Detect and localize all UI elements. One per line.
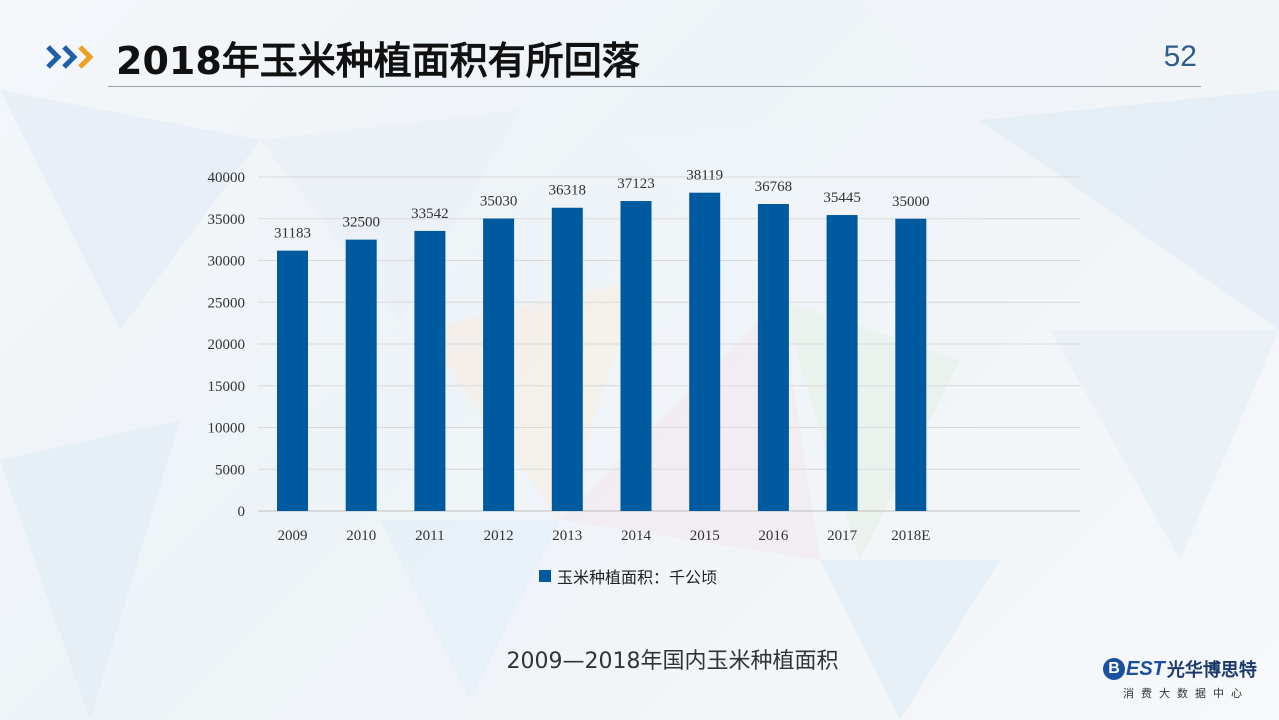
title-chevrons-icon [46,45,94,69]
y-tick-label: 40000 [208,170,246,186]
data-label: 31183 [274,226,311,242]
x-tick-label: 2012 [484,528,514,544]
y-tick-label: 20000 [208,337,246,353]
bar [689,192,721,511]
logo-circle-icon: B [1103,658,1125,680]
y-tick-label: 15000 [208,379,246,395]
data-label: 36768 [755,179,793,195]
data-label: 38119 [686,168,723,184]
bar [895,218,927,511]
data-label: 35000 [892,194,930,210]
y-tick-label: 25000 [208,295,246,311]
data-label: 35445 [823,190,861,206]
chart-legend: 玉米种植面积：千公顷 [539,564,717,588]
x-tick-label: 2018E [891,528,930,544]
bar [551,207,583,512]
bar [620,201,652,511]
page-title: 2018年玉米种植面积有所回落 [116,39,640,83]
bar [483,218,515,511]
x-tick-label: 2013 [552,528,582,544]
bar [414,230,446,511]
x-tick-label: 2011 [415,528,444,544]
data-label: 35030 [480,193,518,209]
logo-mark: B EST 光华博思特 [1103,656,1257,682]
data-label: 32500 [342,215,380,231]
chart-caption: 2009—2018年国内玉米种植面积 [506,649,839,674]
legend-label: 玉米种植面积：千公顷 [557,568,718,587]
logo-best-text: EST [1126,657,1165,680]
data-label: 36318 [549,183,587,199]
x-tick-label: 2010 [346,528,376,544]
y-tick-label: 30000 [208,254,246,270]
y-tick-label: 0 [238,504,246,520]
x-tick-label: 2009 [278,528,308,544]
y-tick-label: 10000 [208,421,246,437]
bar [345,239,377,511]
bar [757,203,789,512]
data-label: 37123 [617,176,655,192]
legend-swatch [539,570,551,582]
y-tick-label: 35000 [208,212,246,228]
bar [277,250,308,511]
data-label: 33542 [411,206,449,222]
bar [826,215,858,512]
x-tick-label: 2014 [621,528,652,544]
x-tick-label: 2017 [827,528,858,544]
y-tick-label: 5000 [215,462,245,478]
logo-company-name: 光华博思特 [1166,660,1257,681]
title-divider [108,86,1201,87]
x-tick-label: 2016 [758,528,789,544]
logo-subtitle: 消费大数据中心 [1123,687,1249,700]
company-logo: B EST 光华博思特 消费大数据中心 [1103,654,1263,704]
x-tick-label: 2015 [690,528,720,544]
page-number: 52 [1163,40,1197,73]
